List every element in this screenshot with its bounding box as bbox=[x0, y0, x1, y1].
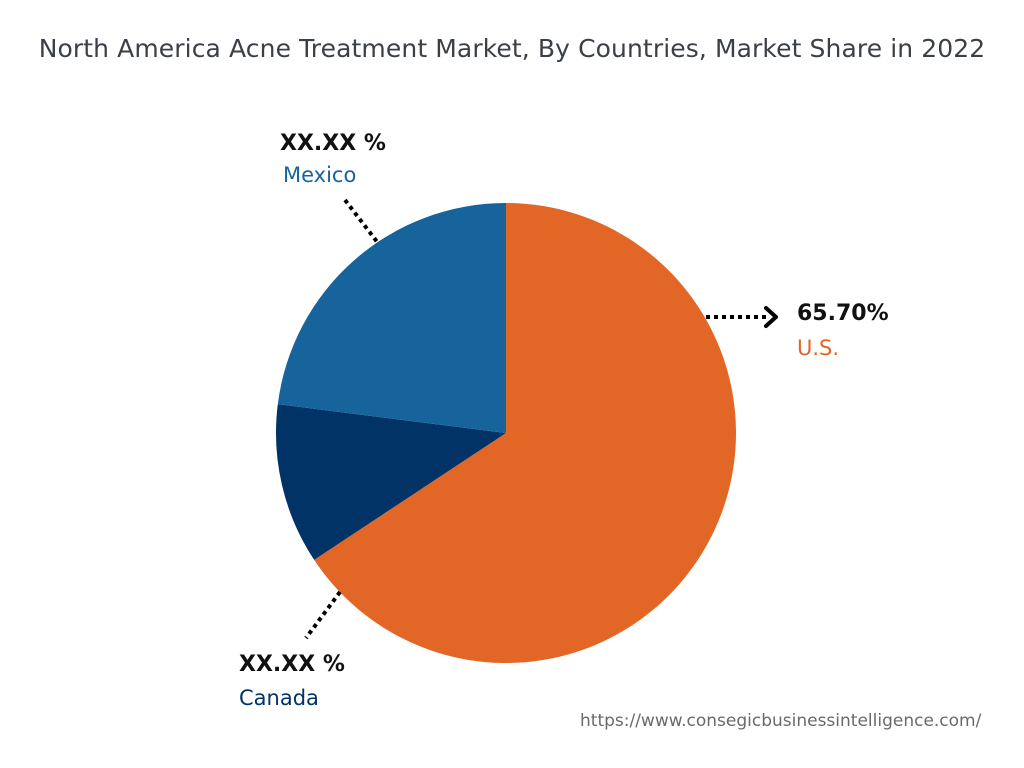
mexico-value-label: XX.XX % bbox=[280, 131, 386, 156]
mexico-name-label: Mexico bbox=[283, 163, 357, 187]
pie-slices bbox=[275, 203, 736, 664]
chart-title: North America Acne Treatment Market, By … bbox=[38, 34, 986, 63]
pie-slice-mexico bbox=[277, 203, 506, 433]
pie-slice-us bbox=[314, 203, 736, 664]
source-url[interactable]: https://www.consegicbusinessintelligence… bbox=[580, 711, 982, 731]
pie-slice-canada bbox=[275, 404, 506, 560]
us-arrow-head-icon bbox=[764, 306, 778, 328]
leader-lines bbox=[304, 198, 770, 640]
us-value-label: 65.70% bbox=[797, 301, 889, 326]
canada-leader-line bbox=[304, 590, 342, 640]
canada-value-label: XX.XX % bbox=[239, 652, 345, 677]
us-name-label: U.S. bbox=[797, 336, 840, 360]
canada-name-label: Canada bbox=[239, 686, 319, 710]
mexico-leader-line bbox=[343, 198, 380, 245]
